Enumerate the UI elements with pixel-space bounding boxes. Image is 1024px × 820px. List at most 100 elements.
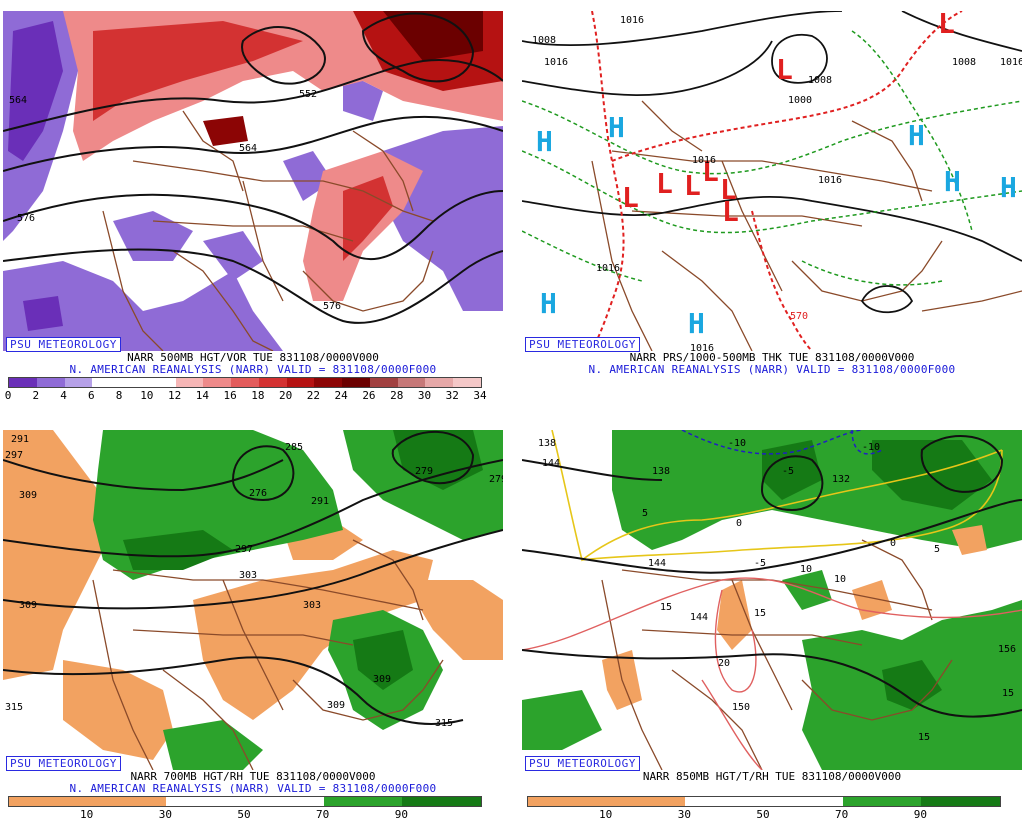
thickness-cool: [522, 30, 1022, 286]
colorbar-segment: [92, 378, 120, 387]
colorbar-tick-label: 30: [417, 389, 432, 401]
geographic-outlines: [601, 539, 953, 770]
colorbar-segment: [64, 378, 93, 387]
high-center: H: [1000, 171, 1017, 204]
contour-label: 150: [732, 702, 750, 713]
map-700mb: 291 297 309 285 279 276 279 291 297 303 …: [3, 430, 503, 770]
low-center: L: [702, 155, 719, 188]
high-pressure-centers: H H H H H H H: [536, 111, 1017, 340]
contour-label: 297: [5, 450, 23, 461]
contour-label: 1016: [818, 175, 842, 186]
temperature-warm-isotherms: [522, 577, 1022, 770]
contour-label: 1016: [690, 343, 714, 351]
colorbar-segment: [606, 797, 686, 806]
contour-label: 309: [373, 674, 391, 685]
low-center: L: [938, 11, 955, 40]
colorbar-tick-label: 12: [167, 389, 182, 401]
colorbar-tick-label: 4: [60, 389, 67, 401]
caption-title: NARR 700MB HGT/RH TUE 831108/0000V000: [130, 770, 376, 783]
low-center: L: [656, 167, 673, 200]
caption-valid: N. AMERICAN REANALYSIS (NARR) VALID = 83…: [588, 363, 956, 376]
colorbar-tick-label: 10: [80, 808, 94, 820]
colorbar-tick-label: 90: [394, 808, 408, 820]
contour-label: 1016: [596, 263, 620, 274]
contour-label: 1008: [532, 35, 556, 46]
contour-label: 315: [435, 718, 453, 729]
colorbar-tick-label: 50: [756, 808, 770, 820]
high-center: H: [908, 119, 925, 152]
colorbar-tick-label: 10: [140, 389, 154, 401]
contour-label: 1016: [544, 57, 568, 68]
contour-label: 15: [660, 602, 672, 613]
colorbar-tick-label: 16: [223, 389, 237, 401]
colorbar-tick-label: 20: [279, 389, 293, 401]
contour-label: 1008: [808, 75, 832, 86]
colorbar-segment: [166, 797, 245, 806]
high-center: H: [536, 125, 553, 158]
colorbar-tick-label: 70: [316, 808, 330, 820]
low-center: L: [622, 181, 639, 214]
colorbar-segment: [147, 378, 176, 387]
colorbar-tick-label: 34: [473, 389, 487, 401]
contour-label: 0: [736, 518, 742, 529]
contour-label: 138: [652, 466, 670, 477]
height-contours: [3, 12, 503, 324]
panel-700mb-relative-humidity: 291 297 309 285 279 276 279 291 297 303 …: [3, 430, 503, 820]
colorbar: [527, 796, 1001, 807]
colorbar-segment: [323, 797, 403, 806]
rh-very-moist-shading: [762, 440, 992, 710]
contour-label: 15: [754, 608, 766, 619]
vorticity-positive-shading: [63, 11, 503, 301]
caption-title: NARR PRS/1000-500MB THK TUE 831108/0000V…: [629, 351, 915, 364]
contour-label: 10: [834, 574, 846, 585]
colorbar-tick-label: 18: [251, 389, 265, 401]
contour-label: -10: [728, 438, 746, 449]
colorbar-segment: [342, 378, 370, 387]
colorbar-tick-label: 0: [4, 389, 12, 401]
colorbar-tick-label: 8: [115, 389, 123, 401]
map-850mb: 138 144 -10 -5 -10 138 132 5 0 -5 10 0 5…: [522, 430, 1022, 770]
high-center: H: [540, 287, 557, 320]
contour-label: 297: [235, 544, 253, 555]
colorbar: [8, 377, 482, 388]
contour-label: 564: [239, 143, 257, 154]
colorbar-tick-label: 30: [158, 808, 172, 820]
colorbar-segment: [921, 797, 1000, 806]
contour-label: 1016: [1000, 57, 1022, 68]
temperature-cold-isotherms: [681, 430, 883, 455]
colorbar-tick-label: 30: [677, 808, 691, 820]
contour-label: 1000: [788, 95, 812, 106]
contour-label: 309: [19, 600, 37, 611]
colorbar-tick-label: 10: [599, 808, 613, 820]
contour-label: 138: [538, 438, 556, 449]
contour-label: -10: [862, 442, 880, 453]
contour-label: 144: [542, 458, 560, 469]
colorbar: [8, 796, 482, 807]
contour-label: 5: [642, 508, 648, 519]
contour-label: 1016: [692, 155, 716, 166]
colorbar-tick-label: 26: [362, 389, 376, 401]
high-center: H: [688, 307, 705, 340]
colorbar-segment: [203, 378, 231, 387]
contour-label: 285: [285, 442, 303, 453]
colorbar-segment: [685, 797, 764, 806]
caption-valid: N. AMERICAN REANALYSIS (NARR) VALID = 83…: [69, 782, 437, 795]
contour-label: 570: [790, 311, 808, 322]
contour-label: 0: [890, 538, 896, 549]
contour-label: 1008: [952, 57, 976, 68]
caption-title: NARR 500MB HGT/VOR TUE 831108/0000V000: [127, 351, 379, 364]
contour-label: -5: [754, 558, 766, 569]
colorbar-segment: [286, 378, 315, 387]
colorbar-tick-label: 14: [195, 389, 209, 401]
colorbar-segment: [120, 378, 148, 387]
contour-label: 132: [832, 474, 850, 485]
caption-title: NARR 850MB HGT/T/RH TUE 831108/0000V000: [642, 770, 902, 783]
contour-label: 315: [5, 702, 23, 713]
contour-label: 279: [415, 466, 433, 477]
psu-meteorology-badge: PSU METEOROLOGY: [525, 756, 640, 771]
rh-very-moist-shading: [123, 430, 483, 690]
colorbar-segment: [175, 378, 204, 387]
colorbar-segment: [425, 378, 453, 387]
contour-label: 291: [311, 496, 329, 507]
contour-label: 291: [11, 434, 29, 445]
